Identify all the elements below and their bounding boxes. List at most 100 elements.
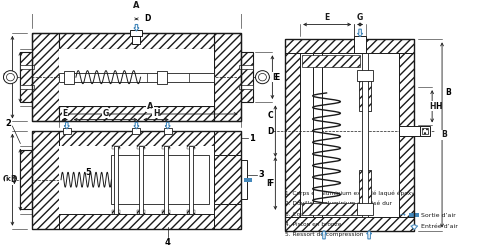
Text: D: D [144,14,151,24]
Bar [32,131,240,229]
FancyArrow shape [411,225,418,230]
Text: Sortie d’air: Sortie d’air [421,213,456,218]
Text: B: B [442,130,447,140]
Bar [59,214,214,229]
Bar [286,40,414,54]
Bar [59,49,214,106]
Bar [358,204,373,215]
Bar [20,52,32,102]
Bar [20,85,34,89]
Bar [286,216,414,230]
Bar [130,30,142,36]
Bar [32,33,240,122]
Bar [138,146,142,214]
Text: K: K [6,177,10,182]
Text: 1. Corps en aluminium extrudé laqué époxy: 1. Corps en aluminium extrudé laqué épox… [286,190,415,196]
Text: F: F [268,179,274,188]
Bar [32,33,240,122]
Circle shape [256,71,270,84]
Bar [59,72,214,82]
Bar [286,40,300,230]
Bar [358,70,373,82]
Text: E: E [274,73,280,82]
Bar [63,128,71,134]
Bar [32,131,59,229]
Text: 5: 5 [86,168,91,177]
Bar [112,210,120,214]
Text: C: C [11,73,16,82]
Circle shape [258,74,266,81]
Bar [400,126,422,136]
Bar [158,71,167,84]
FancyArrow shape [134,122,139,129]
Bar [214,131,240,229]
Text: E: E [324,13,330,22]
Text: →: → [400,212,406,218]
Bar [302,55,360,68]
Bar [20,66,34,69]
FancyArrow shape [165,122,170,129]
FancyArrow shape [322,230,326,239]
Bar [112,146,120,150]
Bar [238,85,252,89]
Text: H: H [430,102,436,111]
Bar [136,146,144,150]
Bar [147,72,188,82]
Bar [360,73,371,112]
Text: B: B [445,88,451,98]
Bar [400,40,414,230]
Text: B: B [2,73,8,82]
Bar [240,160,246,199]
Text: H: H [435,102,442,111]
Bar [312,54,322,216]
Bar [114,146,117,214]
Bar [59,106,214,122]
Bar [32,33,59,122]
Bar [59,146,214,214]
Text: G: G [102,109,108,118]
Text: C: C [268,111,274,120]
FancyArrow shape [358,29,362,36]
Bar [59,33,214,49]
Text: D: D [10,175,16,184]
Bar [136,210,144,214]
Text: H: H [153,109,160,118]
Bar [420,126,430,136]
Text: G: G [357,13,363,22]
Text: 4. Piston en bronze: 4. Piston en bronze [286,222,342,227]
Bar [244,178,252,182]
Bar [214,155,240,204]
Text: 2: 2 [6,119,12,128]
Text: D: D [267,127,274,136]
Bar [164,146,168,214]
Text: Entrée d’air: Entrée d’air [421,224,458,229]
Bar [59,131,214,146]
Bar [186,210,194,214]
Text: E: E [272,73,278,82]
Bar [422,128,428,134]
Bar [132,128,140,134]
Bar [302,204,360,215]
Bar [20,150,32,209]
Bar [362,54,368,216]
Bar [162,146,170,150]
Bar [112,155,210,204]
Bar [186,146,194,150]
Bar [286,40,414,230]
Text: F: F [266,179,272,188]
Bar [164,128,172,134]
Bar [132,31,140,44]
Circle shape [4,71,18,84]
Text: 4: 4 [165,238,170,247]
Text: 3: 3 [258,170,264,179]
Text: C: C [3,175,8,184]
Bar [64,71,74,84]
Text: 5. Ressort de compression: 5. Ressort de compression [286,232,364,237]
Text: A: A [133,0,140,10]
Bar [240,52,252,102]
FancyArrow shape [64,122,70,129]
Bar [286,40,414,230]
Bar [354,36,366,54]
Circle shape [6,74,14,81]
FancyArrow shape [134,24,139,31]
